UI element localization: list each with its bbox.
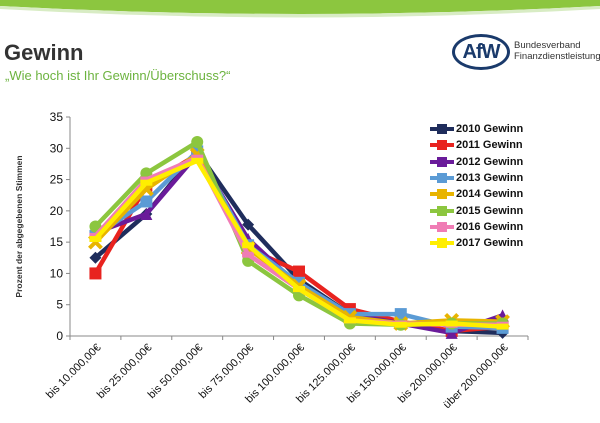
y-tick-label: 20 (50, 204, 64, 218)
data-point (191, 154, 204, 161)
chart-legend: 2010 Gewinn 2011 Gewinn 2012 Gewinn 2013 Ge… (430, 121, 523, 251)
data-point (445, 326, 458, 339)
data-point (293, 286, 305, 293)
data-point (140, 176, 153, 183)
y-tick-label: 5 (56, 298, 63, 312)
afw-logo-line2: Finanzdienstleistung (514, 51, 600, 62)
legend-item: 2013 Gewinn (430, 170, 523, 186)
data-point (140, 195, 153, 208)
legend-label: 2013 Gewinn (456, 172, 524, 185)
legend-item: 2016 Gewinn (430, 219, 523, 235)
legend-label: 2014 Gewinn (456, 188, 524, 201)
legend-label: 2012 Gewinn (456, 155, 524, 168)
data-point (242, 251, 255, 258)
page-subtitle: „Wie hoch ist Ihr Gewinn/Überschuss?“ (5, 68, 231, 83)
legend-swatch (430, 221, 454, 232)
legend-label: 2015 Gewinn (456, 204, 524, 217)
y-axis-label: Prozent der abgegebenen Stimmen (14, 155, 24, 297)
legend-label: 2017 Gewinn (456, 237, 524, 250)
legend-label: 2010 Gewinn (456, 123, 524, 136)
data-point (140, 179, 153, 186)
legend-label: 2016 Gewinn (456, 220, 524, 233)
legend-swatch (430, 205, 454, 216)
data-point (89, 236, 102, 243)
legend-item: 2015 Gewinn (430, 202, 523, 218)
afw-logo-mark: AfW (452, 34, 510, 70)
data-point (89, 267, 102, 280)
y-tick-label: 35 (50, 110, 64, 124)
y-tick-label: 30 (50, 141, 64, 155)
y-tick-label: 15 (50, 235, 64, 249)
legend-swatch (430, 140, 454, 151)
legend-swatch (430, 156, 454, 167)
header-decoration (0, 0, 600, 18)
afw-logo-line1: Bundesverband (514, 40, 581, 51)
y-tick-label: 10 (50, 266, 64, 280)
data-point (394, 321, 407, 328)
legend-swatch (430, 238, 454, 249)
legend-swatch (430, 124, 454, 135)
legend-item: 2017 Gewinn (430, 235, 523, 251)
afw-logo-mark-text: AfW (462, 40, 501, 63)
page-title: Gewinn (4, 40, 84, 65)
data-point (191, 136, 204, 149)
data-point (445, 320, 458, 327)
y-tick-label: 0 (56, 329, 63, 343)
data-point (140, 207, 153, 220)
legend-item: 2014 Gewinn (430, 186, 523, 202)
data-point (343, 317, 356, 324)
legend-swatch (430, 189, 454, 200)
data-point (242, 242, 255, 249)
legend-item: 2011 Gewinn (430, 137, 523, 153)
y-tick-label: 25 (50, 173, 64, 187)
data-point (191, 157, 204, 164)
data-point (394, 308, 407, 321)
legend-item: 2010 Gewinn (430, 121, 523, 137)
legend-swatch (430, 173, 454, 184)
afw-logo-text: Bundesverband Finanzdienstleistung (514, 40, 600, 62)
data-point (89, 251, 102, 264)
data-point (242, 218, 255, 231)
afw-logo: AfW Bundesverband Finanzdienstleistung (452, 34, 600, 74)
data-point (293, 265, 305, 278)
data-point (496, 323, 509, 330)
legend-label: 2011 Gewinn (456, 139, 523, 152)
legend-item: 2012 Gewinn (430, 154, 523, 170)
